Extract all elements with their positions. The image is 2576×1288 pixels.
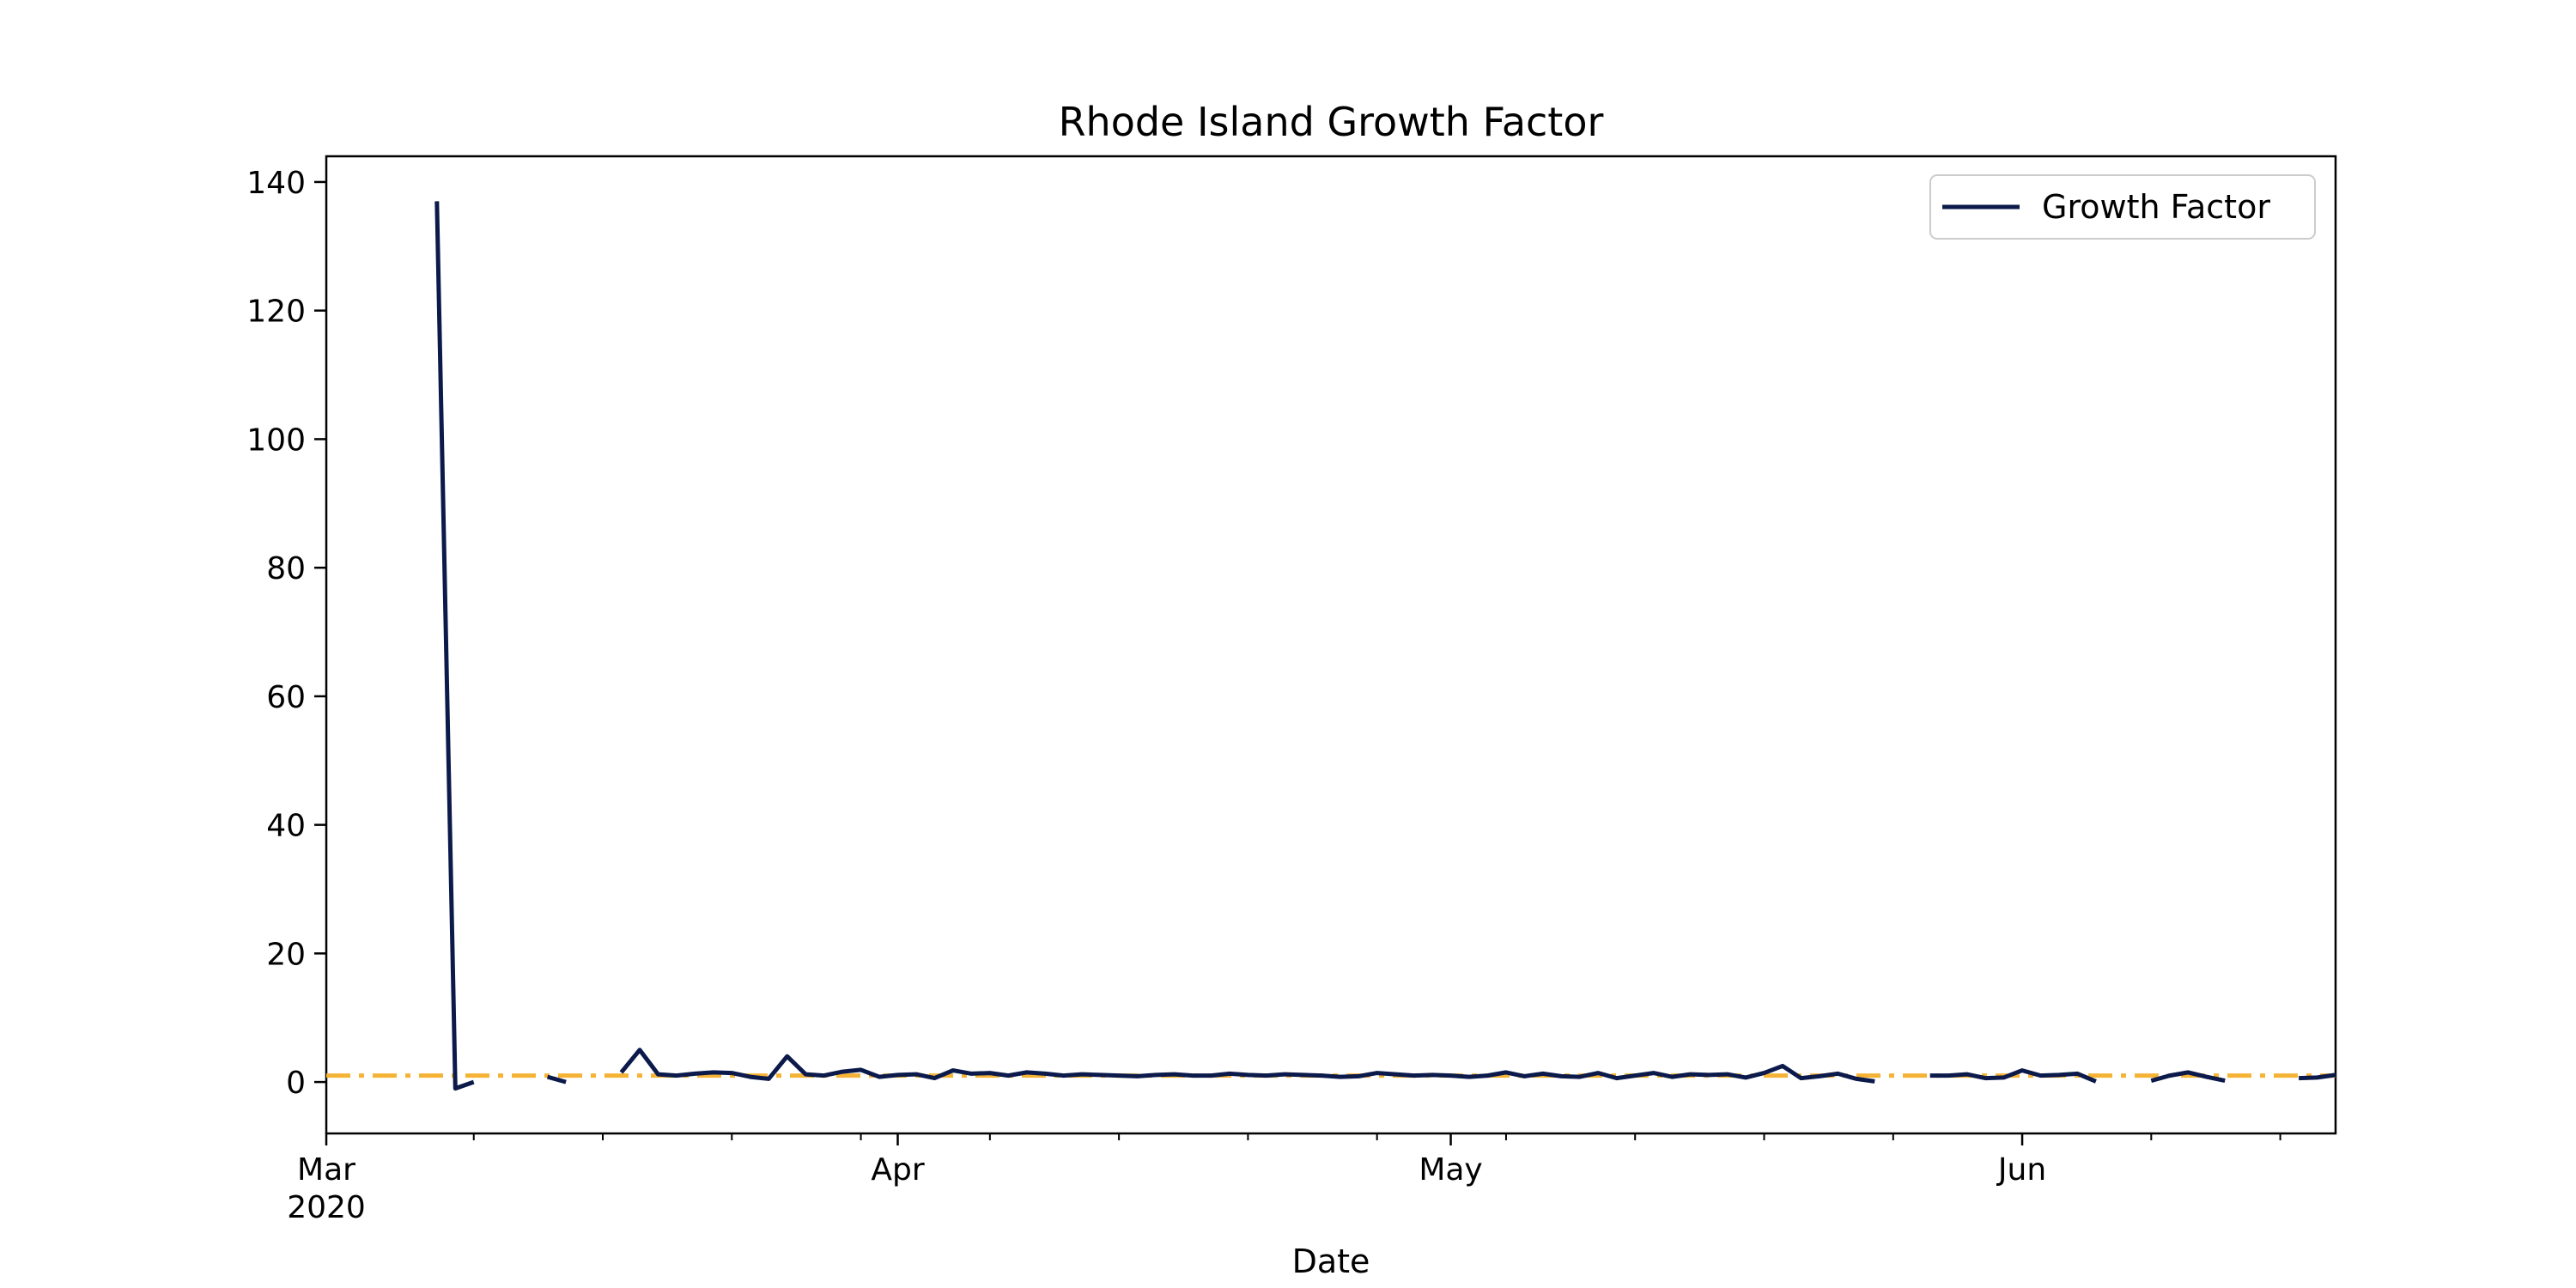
chart-title: Rhode Island Growth Factor	[1059, 99, 1604, 145]
series-line-growth-factor	[1929, 1068, 2097, 1084]
y-tick-label: 120	[246, 295, 306, 330]
legend: Growth Factor	[1929, 174, 2316, 240]
x-axis-label: Date	[1292, 1242, 1370, 1280]
y-tick-label: 0	[286, 1066, 306, 1101]
series-line-growth-factor	[2299, 1072, 2336, 1081]
y-tick-label: 80	[266, 551, 306, 586]
x-tick-label: Apr	[871, 1152, 924, 1188]
x-tick-label: Mar	[297, 1152, 355, 1188]
plot-area	[325, 155, 2337, 1135]
y-tick-label: 100	[246, 422, 306, 458]
series-layer	[434, 201, 2336, 1091]
series-line-growth-factor	[619, 1048, 1875, 1084]
y-tick-label: 40	[266, 809, 306, 844]
plot-frame	[325, 155, 2337, 1135]
y-tick-label: 60	[266, 680, 306, 715]
x-tick-label: Jun	[1996, 1152, 2046, 1188]
legend-box	[1929, 174, 2316, 240]
series-line-growth-factor	[2150, 1070, 2226, 1084]
series-line-growth-factor	[546, 1074, 567, 1084]
x-tick-sublabel: 2020	[287, 1190, 366, 1225]
y-tick-label: 140	[246, 166, 306, 201]
y-tick-label: 20	[266, 937, 306, 972]
y-axis: 0 20 40 60 80 100 120 140	[246, 166, 326, 1101]
series-line-growth-factor	[434, 201, 475, 1091]
legend-label-growth-factor: Growth Factor	[2042, 188, 2270, 226]
x-tick-label: May	[1419, 1152, 1482, 1188]
